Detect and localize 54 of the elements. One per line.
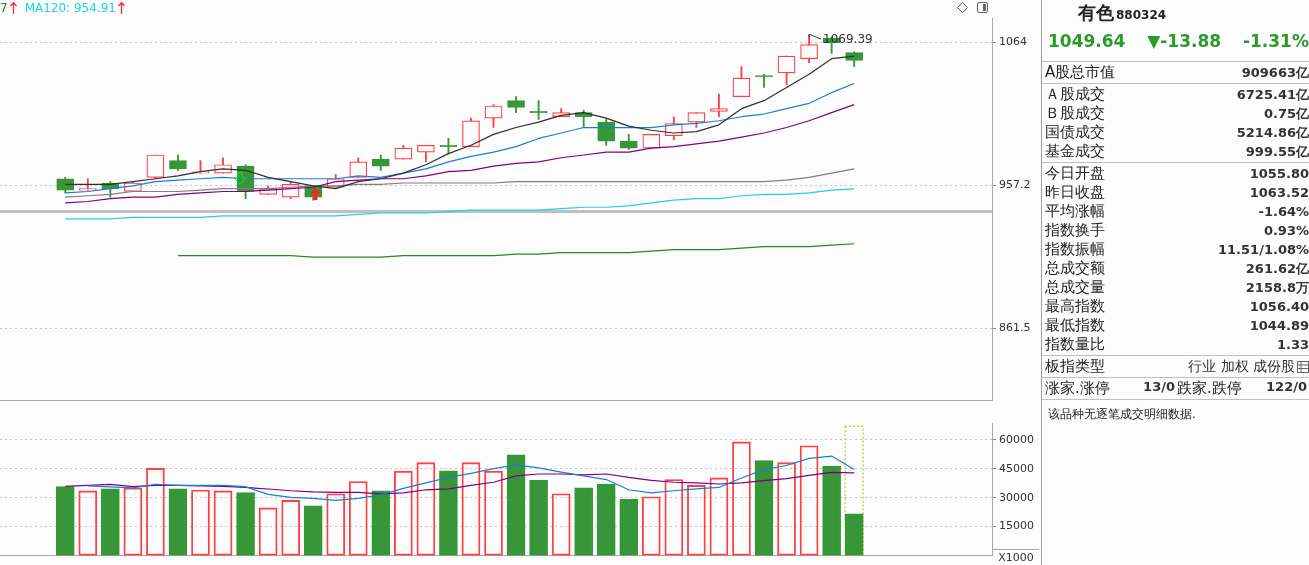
y-tick-label: 861.5: [999, 321, 1031, 335]
text: X1000: [993, 549, 1039, 565]
category-label: 最高指数: [1045, 297, 1105, 316]
category-label: 平均涨幅: [1045, 202, 1105, 221]
category-label: 指数换手: [1045, 221, 1105, 240]
text: 1055.80: [1249, 166, 1309, 181]
text: 7: [0, 1, 8, 15]
category-label: 总成交量: [1045, 278, 1105, 297]
category-label: 今日开盘: [1045, 164, 1105, 183]
category-label: 指数量比: [1045, 335, 1105, 354]
text: 11.51/1.08%: [1218, 242, 1309, 257]
annotation: 1069.39: [823, 32, 873, 47]
category-label: 总成交额: [1045, 259, 1105, 278]
text: 261.62亿: [1245, 260, 1309, 276]
y-tick-label: 957.2: [999, 178, 1031, 192]
text: 0.93%: [1263, 223, 1309, 238]
category-label: 基金成交: [1045, 142, 1105, 161]
text: ▼-13.88: [1147, 31, 1222, 51]
category-label: 板指类型: [1045, 357, 1105, 376]
category-label: Ａ股成交: [1045, 85, 1105, 104]
text: 880324: [1116, 8, 1167, 22]
text: 行业 加权 成份股: [1188, 357, 1295, 374]
text: 0.75亿: [1263, 105, 1309, 121]
category-label: A股总市值: [1045, 63, 1116, 82]
category-label: 国债成交: [1045, 123, 1105, 142]
text: 2158.8万: [1245, 279, 1309, 295]
y-tick-label: 45000: [999, 461, 1034, 475]
text: -1.64%: [1258, 204, 1309, 219]
text: 122/0: [1266, 379, 1307, 394]
text: 1044.89: [1249, 318, 1309, 333]
text: MA120: 954.91: [24, 1, 116, 15]
category-label: 跌家.跌停: [1177, 379, 1242, 398]
y-tick-label: 60000: [999, 432, 1034, 446]
text: 909663亿: [1241, 64, 1309, 80]
text: 1049.64: [1048, 31, 1126, 51]
category-label: Ｂ股成交: [1045, 104, 1105, 123]
text: -1.31%: [1242, 31, 1309, 51]
text: 13/0: [1143, 379, 1175, 394]
y-tick-label: 15000: [999, 519, 1034, 533]
text: 1063.52: [1249, 185, 1309, 200]
category-label: 涨家.涨停: [1045, 379, 1110, 398]
text: 999.55亿: [1245, 143, 1309, 159]
candlestick: [755, 73, 773, 88]
text: 5214.86亿: [1236, 124, 1309, 140]
y-tick-label: 30000: [999, 490, 1034, 504]
text: 1056.40: [1249, 299, 1309, 314]
text: 有色: [1078, 2, 1114, 23]
category-label: 指数振幅: [1045, 240, 1105, 259]
text: 6725.41亿: [1236, 86, 1309, 102]
category-label: 昨日收盘: [1045, 183, 1105, 202]
text: 该品种无逐笔成交明细数据.: [1042, 399, 1309, 429]
y-tick-label: 1064: [999, 34, 1027, 48]
text: 1.33: [1276, 337, 1309, 352]
category-label: 最低指数: [1045, 316, 1105, 335]
